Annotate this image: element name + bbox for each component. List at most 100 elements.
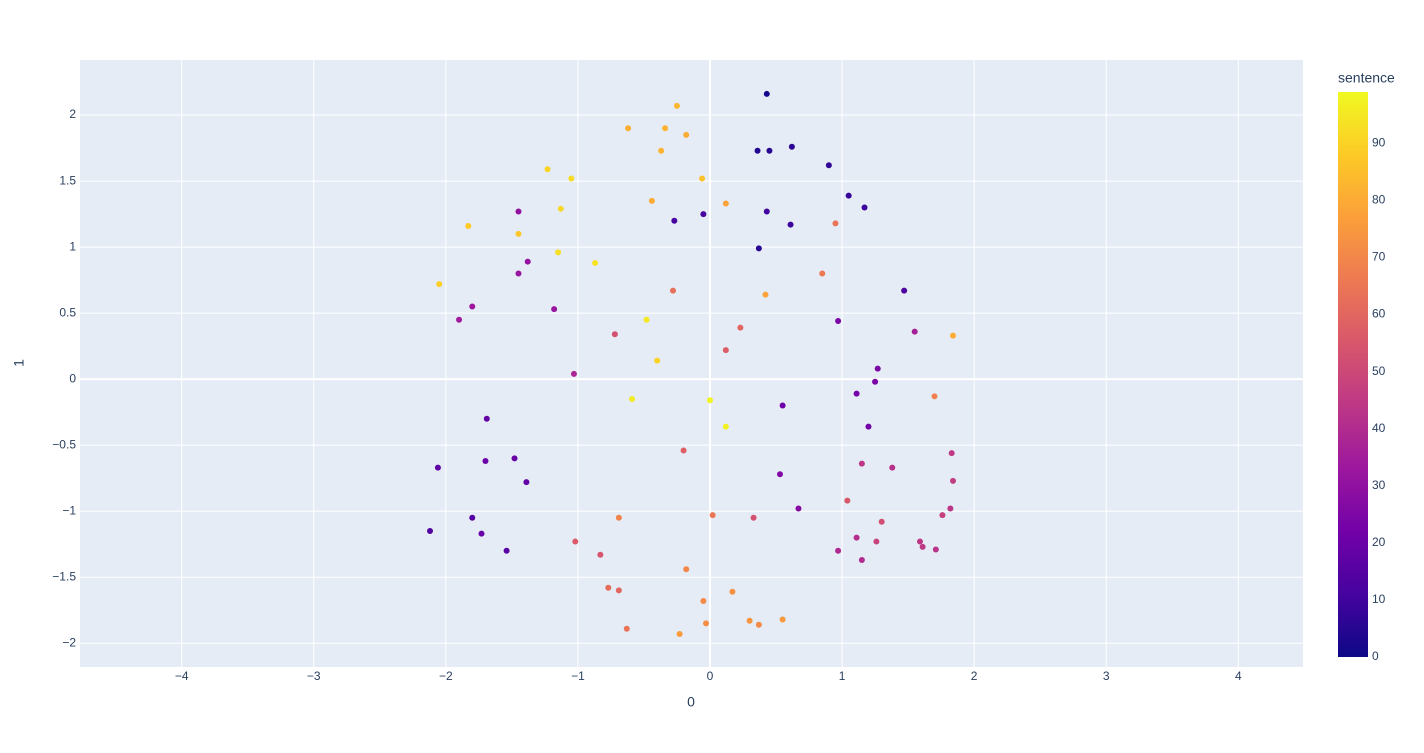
- point: [615, 587, 622, 594]
- point: [426, 527, 433, 534]
- x-tick-label: −4: [175, 669, 189, 683]
- point: [950, 332, 957, 339]
- point: [845, 192, 852, 199]
- point: [683, 131, 690, 138]
- point: [597, 551, 604, 558]
- point: [889, 464, 896, 471]
- x-tick-label: −1: [571, 669, 585, 683]
- plot-area: [80, 60, 1303, 667]
- point: [762, 291, 769, 298]
- x-tick-label: −3: [307, 669, 321, 683]
- point: [779, 402, 786, 409]
- point: [825, 162, 832, 169]
- point: [835, 547, 842, 554]
- colorbar-tick-label: 50: [1372, 364, 1386, 378]
- point: [911, 328, 918, 335]
- point: [858, 557, 865, 564]
- point: [469, 303, 476, 310]
- x-tick-label: −2: [439, 669, 453, 683]
- y-tick-label: 0.5: [59, 305, 76, 319]
- point: [750, 514, 757, 521]
- point: [795, 505, 802, 512]
- point: [524, 258, 531, 265]
- point: [683, 566, 690, 573]
- point: [515, 270, 522, 277]
- point: [853, 534, 860, 541]
- point: [648, 197, 655, 204]
- point: [482, 458, 489, 465]
- point: [643, 316, 650, 323]
- point: [746, 617, 753, 624]
- x-tick-label: 2: [971, 669, 978, 683]
- point: [755, 621, 762, 628]
- point: [629, 395, 636, 402]
- point: [469, 514, 476, 521]
- point: [658, 147, 665, 154]
- point: [434, 464, 441, 471]
- point: [835, 318, 842, 325]
- colorbar-tick-label: 10: [1372, 592, 1386, 606]
- point: [873, 538, 880, 545]
- colorbar-tick-label: 60: [1372, 307, 1386, 321]
- point: [878, 518, 885, 525]
- point: [729, 588, 736, 595]
- point: [787, 221, 794, 228]
- point: [551, 306, 558, 313]
- y-tick-label: −0.5: [52, 437, 76, 451]
- point: [754, 147, 761, 154]
- colorbar-tick-label: 90: [1372, 136, 1386, 150]
- point: [763, 90, 770, 97]
- point: [615, 514, 622, 521]
- point: [557, 205, 564, 212]
- y-tick-label: 1: [69, 239, 76, 253]
- point: [478, 530, 485, 537]
- point: [671, 217, 678, 224]
- x-tick-label: 3: [1103, 669, 1110, 683]
- colorbar-tick-label: 0: [1372, 649, 1379, 663]
- point: [901, 287, 908, 294]
- colorbar-tick-label: 80: [1372, 193, 1386, 207]
- point: [700, 597, 707, 604]
- point: [916, 538, 923, 545]
- point: [605, 584, 612, 591]
- point: [722, 347, 729, 354]
- point: [776, 471, 783, 478]
- point: [947, 505, 954, 512]
- point: [592, 259, 599, 266]
- point: [544, 166, 551, 173]
- point: [673, 102, 680, 109]
- point: [436, 281, 443, 288]
- point: [706, 397, 713, 404]
- colorbar-tick-label: 20: [1372, 535, 1386, 549]
- point: [623, 625, 630, 632]
- point: [853, 390, 860, 397]
- point: [755, 245, 762, 252]
- colorbar-tick-label: 40: [1372, 421, 1386, 435]
- point: [568, 175, 575, 182]
- point: [932, 546, 939, 553]
- point: [766, 147, 773, 154]
- point: [919, 543, 926, 550]
- y-tick-label: 2: [69, 107, 76, 121]
- point: [737, 324, 744, 331]
- point: [763, 208, 770, 215]
- y-tick-label: −1.5: [52, 569, 76, 583]
- point: [456, 316, 463, 323]
- point: [572, 538, 579, 545]
- y-tick-label: −2: [62, 635, 76, 649]
- y-tick-label: 1.5: [59, 173, 76, 187]
- point: [465, 222, 472, 229]
- point: [699, 175, 706, 182]
- colorbar-title: sentence: [1338, 70, 1395, 86]
- point: [819, 270, 826, 277]
- point: [662, 125, 669, 132]
- x-tick-label: 4: [1235, 669, 1242, 683]
- x-axis-title: 0: [687, 694, 695, 710]
- point: [515, 230, 522, 237]
- colorbar: [1338, 92, 1368, 657]
- point: [511, 455, 518, 462]
- point: [680, 447, 687, 454]
- x-tick-label: 1: [839, 669, 846, 683]
- point: [832, 220, 839, 227]
- point: [872, 378, 879, 385]
